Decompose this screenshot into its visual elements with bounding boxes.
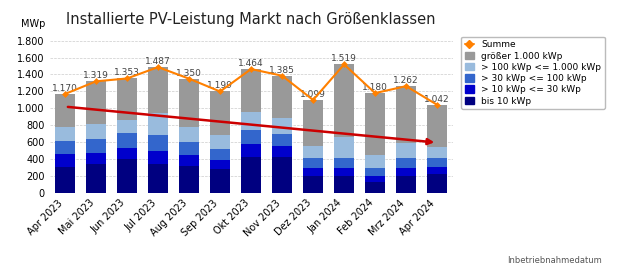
Bar <box>148 113 168 135</box>
Bar <box>303 168 323 176</box>
Bar <box>210 159 230 169</box>
Bar <box>272 157 292 193</box>
Bar <box>334 176 354 193</box>
Text: 1.319: 1.319 <box>83 71 109 80</box>
Bar <box>365 182 385 193</box>
Bar <box>427 105 447 147</box>
Bar <box>241 69 261 112</box>
Bar <box>55 154 75 167</box>
Bar <box>210 169 230 193</box>
Bar <box>55 94 75 127</box>
Bar <box>365 176 385 182</box>
Bar <box>303 176 323 193</box>
Bar <box>148 151 168 164</box>
Bar <box>86 81 106 124</box>
Text: 1.350: 1.350 <box>176 69 202 78</box>
Bar <box>427 147 447 158</box>
Bar <box>179 127 199 142</box>
Text: 1.170: 1.170 <box>52 84 78 93</box>
Bar <box>86 164 106 193</box>
Bar <box>241 144 261 157</box>
Bar <box>303 100 323 146</box>
Bar <box>86 124 106 139</box>
Bar <box>272 134 292 146</box>
Bar <box>86 153 106 164</box>
Text: 1.262: 1.262 <box>393 76 419 85</box>
Bar <box>303 158 323 168</box>
Text: 1.487: 1.487 <box>145 57 171 66</box>
Text: Inbetriebnahmedatum: Inbetriebnahmedatum <box>507 256 601 265</box>
Bar <box>210 135 230 149</box>
Text: 1.353: 1.353 <box>114 68 140 77</box>
Text: 1.180: 1.180 <box>362 83 388 92</box>
Bar <box>365 168 385 176</box>
Bar <box>55 141 75 154</box>
Bar <box>396 176 416 193</box>
Title: Installierte PV-Leistung Markt nach Größenklassen: Installierte PV-Leistung Markt nach Größ… <box>66 12 436 27</box>
Bar <box>241 130 261 144</box>
Bar <box>117 133 137 148</box>
Legend: Summe, größer 1.000 kWp, > 100 kWp <= 1.000 kWp, > 30 kWp <= 100 kWp, > 10 kWp <: Summe, größer 1.000 kWp, > 100 kWp <= 1.… <box>461 37 604 109</box>
Bar <box>272 76 292 118</box>
Bar <box>272 118 292 134</box>
Bar <box>179 166 199 193</box>
Bar <box>396 158 416 168</box>
Bar <box>365 155 385 168</box>
Text: 1.519: 1.519 <box>331 54 357 64</box>
Text: 1.464: 1.464 <box>238 59 264 68</box>
Bar <box>210 149 230 159</box>
Bar <box>86 139 106 153</box>
Text: 1.385: 1.385 <box>269 66 295 75</box>
Bar <box>396 168 416 176</box>
Bar <box>272 146 292 157</box>
Bar <box>427 167 447 174</box>
Bar <box>396 143 416 158</box>
Bar <box>303 146 323 158</box>
Text: MWp: MWp <box>22 19 46 29</box>
Bar <box>365 93 385 155</box>
Bar <box>117 79 137 120</box>
Bar <box>334 137 354 158</box>
Bar <box>334 64 354 137</box>
Bar <box>427 158 447 167</box>
Bar <box>241 157 261 193</box>
Bar <box>396 86 416 143</box>
Bar <box>55 127 75 141</box>
Text: 1.042: 1.042 <box>424 95 450 104</box>
Bar <box>117 148 137 159</box>
Bar <box>210 91 230 135</box>
Bar <box>334 158 354 168</box>
Text: 1.199: 1.199 <box>207 81 233 91</box>
Bar <box>334 168 354 176</box>
Text: 1.099: 1.099 <box>300 90 326 99</box>
Bar <box>117 159 137 193</box>
Bar <box>179 142 199 155</box>
Bar <box>427 174 447 193</box>
Bar <box>179 155 199 166</box>
Bar <box>148 135 168 151</box>
Bar <box>179 79 199 127</box>
Bar <box>55 167 75 193</box>
Bar <box>241 112 261 130</box>
Bar <box>148 164 168 193</box>
Bar <box>117 120 137 133</box>
Bar <box>148 67 168 113</box>
